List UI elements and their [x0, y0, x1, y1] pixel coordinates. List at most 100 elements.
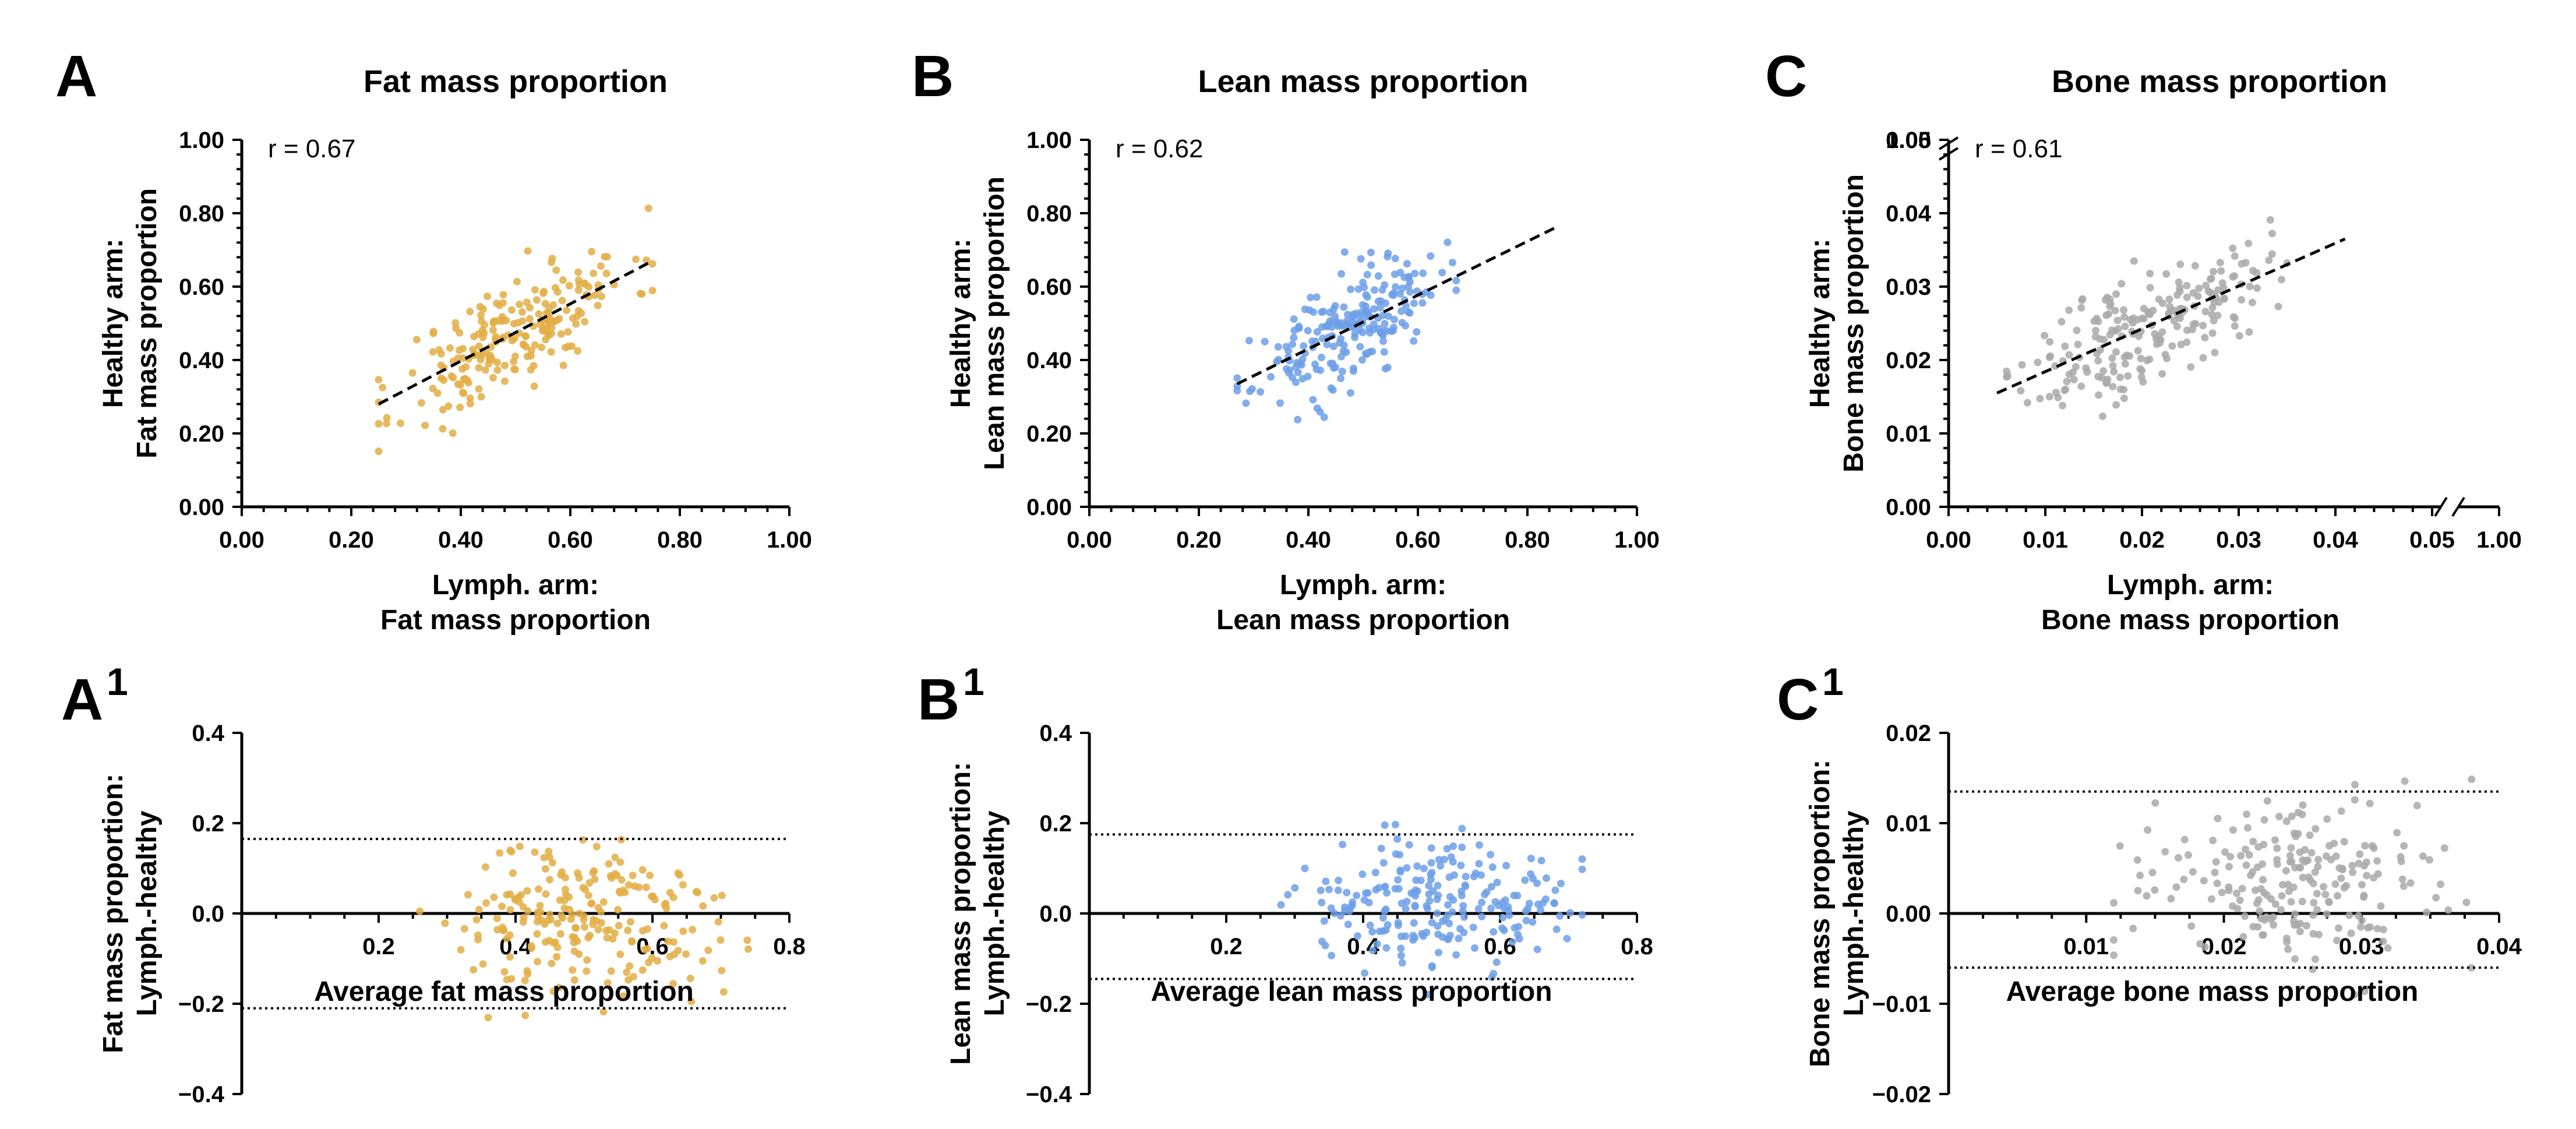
data-point — [2175, 854, 2182, 862]
data-point — [1423, 929, 1431, 936]
data-point — [1379, 927, 1387, 935]
data-point — [2237, 852, 2245, 860]
data-point — [2208, 311, 2216, 319]
data-point — [2263, 797, 2271, 805]
data-point — [581, 317, 589, 326]
data-point — [2201, 334, 2209, 341]
data-point — [2340, 838, 2348, 846]
data-point — [544, 916, 552, 925]
data-point — [1344, 920, 1352, 929]
data-point — [2275, 813, 2283, 821]
data-point — [475, 342, 483, 350]
data-point — [433, 389, 442, 397]
data-point — [1367, 261, 1375, 269]
data-point — [1487, 851, 1495, 859]
data-point — [679, 881, 687, 889]
data-point — [1398, 284, 1406, 292]
data-point — [460, 925, 468, 933]
data-point — [1394, 919, 1402, 927]
data-point — [2046, 338, 2054, 346]
data-point — [1335, 876, 1342, 884]
data-point — [542, 890, 550, 898]
data-point — [1261, 337, 1269, 345]
data-point — [590, 916, 598, 924]
data-point — [1321, 941, 1329, 950]
data-point — [2315, 930, 2323, 939]
data-point — [1304, 372, 1312, 380]
data-point — [1450, 871, 1458, 879]
data-point — [648, 287, 657, 295]
data-point — [1324, 322, 1332, 330]
data-point — [489, 374, 497, 382]
data-point — [2070, 376, 2078, 384]
data-point — [2296, 919, 2305, 927]
data-points — [2003, 216, 2291, 421]
data-point — [1379, 914, 1387, 922]
data-point — [2146, 270, 2154, 278]
x-tick-label: 0.01 — [2063, 934, 2109, 959]
data-point — [553, 952, 561, 961]
data-point — [1510, 891, 1518, 899]
x-tick-label: 0.80 — [657, 527, 703, 553]
data-point — [1413, 862, 1421, 870]
data-point — [2239, 933, 2247, 941]
data-point — [2208, 304, 2217, 312]
data-point — [1391, 821, 1399, 828]
data-point — [475, 385, 483, 393]
data-point — [487, 343, 495, 351]
data-point — [475, 905, 483, 913]
data-point — [1375, 884, 1383, 892]
x-tick-label: 0.8 — [773, 934, 806, 959]
data-point — [1370, 286, 1378, 294]
data-point — [523, 887, 531, 895]
data-point — [669, 980, 677, 988]
data-point — [2266, 216, 2274, 224]
data-point — [2249, 923, 2257, 931]
data-point — [2094, 372, 2102, 380]
data-point — [687, 997, 696, 1005]
data-point — [520, 913, 528, 922]
data-point — [522, 343, 530, 351]
data-point — [2298, 898, 2306, 905]
data-point — [482, 899, 491, 907]
data-point — [569, 933, 577, 941]
data-point — [1309, 396, 1317, 404]
y-tick-label: 0.60 — [1026, 274, 1072, 300]
data-point — [646, 872, 654, 880]
y-tick-label: −0.4 — [1026, 1082, 1072, 1107]
data-point — [2399, 882, 2408, 890]
data-point — [2242, 259, 2250, 267]
data-points — [1233, 238, 1460, 424]
data-points — [375, 204, 657, 456]
data-point — [1533, 945, 1541, 954]
x-tick-label: 1.00 — [767, 527, 812, 553]
data-point — [1384, 253, 1392, 260]
data-point — [2045, 353, 2053, 361]
y-axis-label: Lymph.-healthy — [132, 810, 163, 1016]
data-point — [1346, 389, 1354, 397]
data-point — [2209, 837, 2217, 845]
x-tick-label: 0.20 — [329, 527, 374, 553]
data-point — [679, 927, 687, 936]
data-point — [531, 286, 539, 294]
data-point — [1294, 415, 1302, 424]
data-point — [699, 902, 707, 910]
data-point — [2059, 401, 2067, 410]
data-point — [2172, 883, 2180, 891]
data-point — [1411, 934, 1418, 942]
data-point — [2220, 295, 2228, 303]
data-point — [479, 305, 487, 313]
data-point — [2384, 944, 2392, 952]
data-point — [1336, 339, 1344, 347]
data-point — [2180, 876, 2188, 883]
data-point — [2361, 842, 2369, 850]
x-axis-label: Average bone mass proportion — [2006, 976, 2419, 1007]
y-axis-label: Lymph.-healthy — [979, 810, 1010, 1016]
data-point — [1381, 883, 1389, 891]
data-point — [2123, 351, 2131, 359]
y-tick-label: 0.03 — [1886, 274, 1931, 300]
data-point — [1361, 969, 1368, 977]
data-point — [2432, 894, 2440, 902]
panel-letter: A — [61, 667, 103, 732]
data-point — [2245, 328, 2253, 336]
